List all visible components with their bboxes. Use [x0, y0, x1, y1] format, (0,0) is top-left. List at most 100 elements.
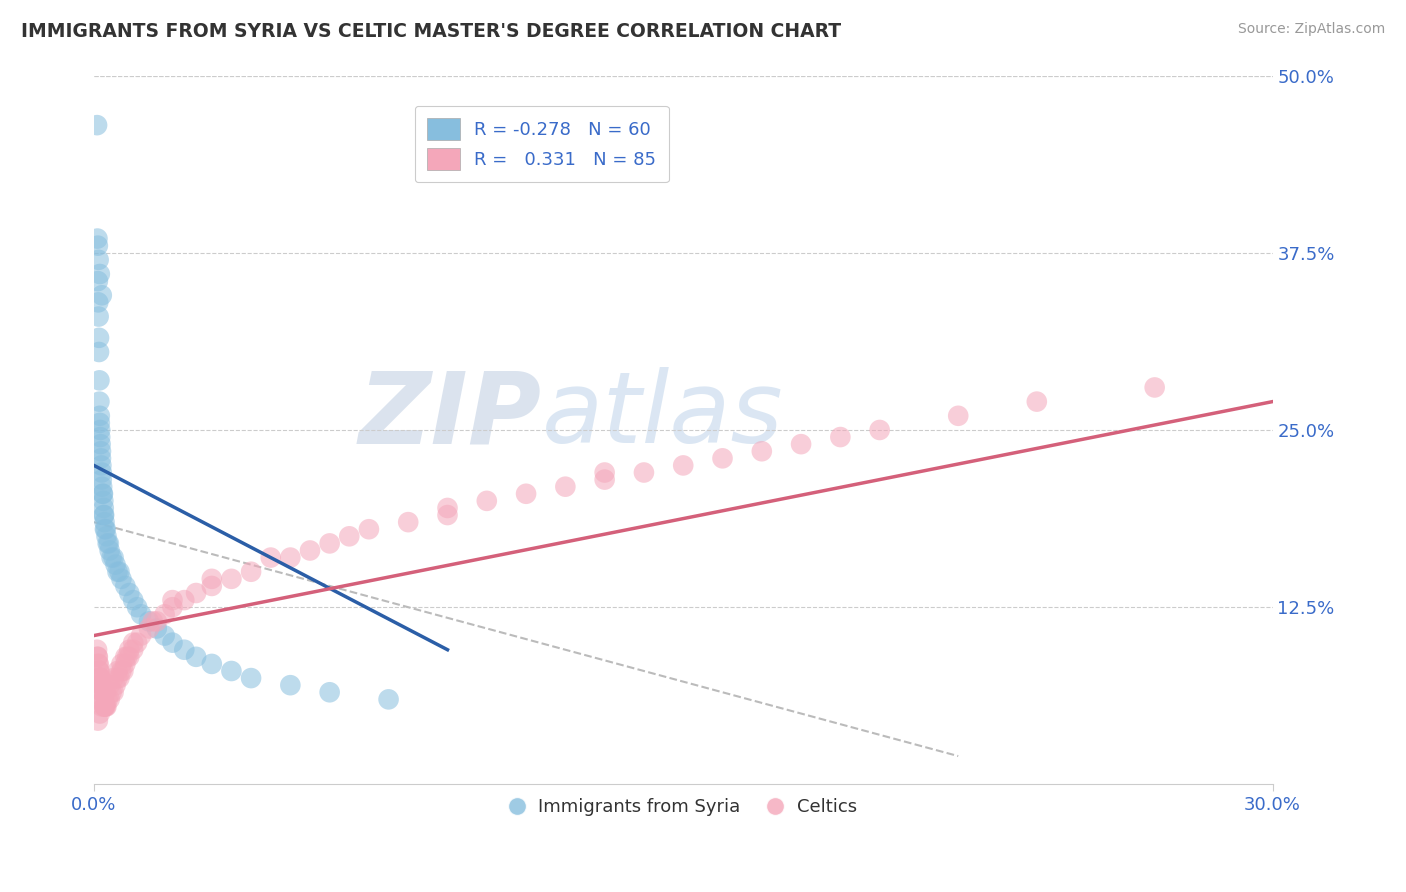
Point — [108, 671, 131, 685]
Point — [98, 692, 121, 706]
Point — [100, 685, 122, 699]
Point — [129, 629, 152, 643]
Point — [87, 252, 110, 267]
Point — [129, 607, 152, 622]
Point — [103, 685, 125, 699]
Point — [173, 642, 195, 657]
Point — [221, 572, 243, 586]
Point — [90, 437, 112, 451]
Point — [110, 572, 132, 586]
Point — [127, 600, 149, 615]
Point — [94, 685, 117, 699]
Point — [89, 706, 111, 721]
Point — [89, 409, 111, 423]
Point — [94, 522, 117, 536]
Point — [173, 593, 195, 607]
Point — [475, 494, 498, 508]
Point — [114, 579, 136, 593]
Point — [87, 714, 110, 728]
Point — [93, 699, 115, 714]
Point — [337, 529, 360, 543]
Point — [184, 586, 207, 600]
Text: IMMIGRANTS FROM SYRIA VS CELTIC MASTER'S DEGREE CORRELATION CHART: IMMIGRANTS FROM SYRIA VS CELTIC MASTER'S… — [21, 22, 841, 41]
Point — [103, 671, 125, 685]
Point — [162, 635, 184, 649]
Point — [89, 394, 111, 409]
Point — [107, 664, 129, 678]
Point — [436, 500, 458, 515]
Point — [104, 558, 127, 572]
Point — [87, 331, 110, 345]
Point — [357, 522, 380, 536]
Point — [98, 678, 121, 692]
Point — [90, 466, 112, 480]
Point — [86, 231, 108, 245]
Point — [593, 466, 616, 480]
Point — [107, 565, 129, 579]
Point — [146, 615, 169, 629]
Point — [93, 515, 115, 529]
Point — [89, 267, 111, 281]
Point — [869, 423, 891, 437]
Point — [633, 466, 655, 480]
Point — [89, 416, 111, 430]
Point — [127, 635, 149, 649]
Point — [110, 664, 132, 678]
Point — [93, 508, 115, 522]
Point — [153, 629, 176, 643]
Point — [201, 572, 224, 586]
Point — [89, 671, 111, 685]
Point — [107, 671, 129, 685]
Point — [87, 274, 110, 288]
Point — [93, 494, 115, 508]
Point — [554, 480, 576, 494]
Point — [91, 685, 114, 699]
Point — [87, 657, 110, 671]
Point — [672, 458, 695, 473]
Point — [221, 664, 243, 678]
Point — [87, 238, 110, 252]
Point — [90, 473, 112, 487]
Point — [790, 437, 813, 451]
Point — [114, 657, 136, 671]
Point — [751, 444, 773, 458]
Point — [593, 473, 616, 487]
Point — [260, 550, 283, 565]
Point — [96, 699, 118, 714]
Point — [298, 543, 321, 558]
Point — [138, 622, 160, 636]
Point — [90, 671, 112, 685]
Point — [98, 543, 121, 558]
Point — [122, 593, 145, 607]
Point — [90, 288, 112, 302]
Legend: Immigrants from Syria, Celtics: Immigrants from Syria, Celtics — [501, 789, 866, 825]
Point — [1025, 394, 1047, 409]
Point — [138, 615, 160, 629]
Point — [122, 642, 145, 657]
Point — [94, 699, 117, 714]
Point — [97, 536, 120, 550]
Point — [108, 565, 131, 579]
Point — [104, 678, 127, 692]
Point — [86, 642, 108, 657]
Point — [117, 649, 139, 664]
Point — [318, 685, 340, 699]
Point — [91, 487, 114, 501]
Point — [948, 409, 970, 423]
Point — [146, 622, 169, 636]
Point — [114, 649, 136, 664]
Text: atlas: atlas — [541, 368, 783, 465]
Point — [89, 373, 111, 387]
Point — [89, 423, 111, 437]
Point — [91, 685, 114, 699]
Point — [1143, 380, 1166, 394]
Point — [87, 310, 110, 324]
Point — [162, 600, 184, 615]
Point — [93, 699, 115, 714]
Point — [94, 699, 117, 714]
Point — [87, 657, 110, 671]
Point — [280, 550, 302, 565]
Point — [86, 649, 108, 664]
Point — [90, 678, 112, 692]
Point — [162, 593, 184, 607]
